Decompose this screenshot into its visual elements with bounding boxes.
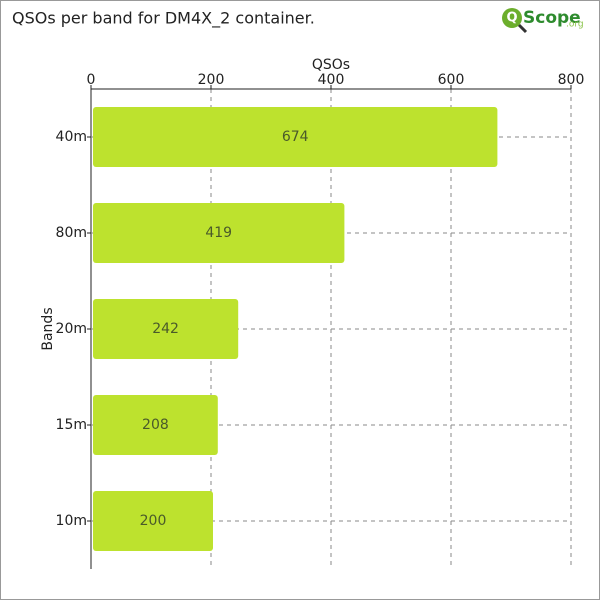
- y-tick-label: 10m: [56, 513, 87, 529]
- x-tick-label: 0: [87, 72, 96, 88]
- chart-title: QSOs per band for DM4X_2 container.: [12, 9, 315, 29]
- value-label: 674: [282, 129, 309, 145]
- value-label: 242: [152, 321, 179, 337]
- y-tick-label: 40m: [56, 129, 87, 145]
- logo-circle: [502, 8, 522, 28]
- value-label: 208: [142, 417, 169, 433]
- logo-suffix: .org: [566, 20, 584, 30]
- x-axis-label: QSOs: [312, 57, 350, 73]
- y-tick-label: 15m: [56, 417, 87, 433]
- y-tick-label: 20m: [56, 321, 87, 337]
- bar: [93, 491, 213, 551]
- x-tick-label: 800: [558, 72, 585, 88]
- bar: [93, 203, 345, 263]
- x-tick-label: 400: [318, 72, 345, 88]
- bar: [93, 299, 239, 359]
- bar: [93, 395, 218, 455]
- logo-mark: Q: [506, 11, 517, 26]
- x-tick-label: 600: [438, 72, 465, 88]
- logo-handle: [517, 23, 528, 34]
- value-label: 200: [140, 513, 167, 529]
- y-axis-label: Bands: [40, 307, 56, 350]
- x-tick-label: 200: [198, 72, 225, 88]
- logo-name: Scope: [523, 8, 581, 28]
- logo: Q Scope .org: [502, 8, 584, 34]
- y-tick-label: 80m: [56, 225, 87, 241]
- bar: [93, 107, 498, 167]
- value-label: 419: [205, 225, 232, 241]
